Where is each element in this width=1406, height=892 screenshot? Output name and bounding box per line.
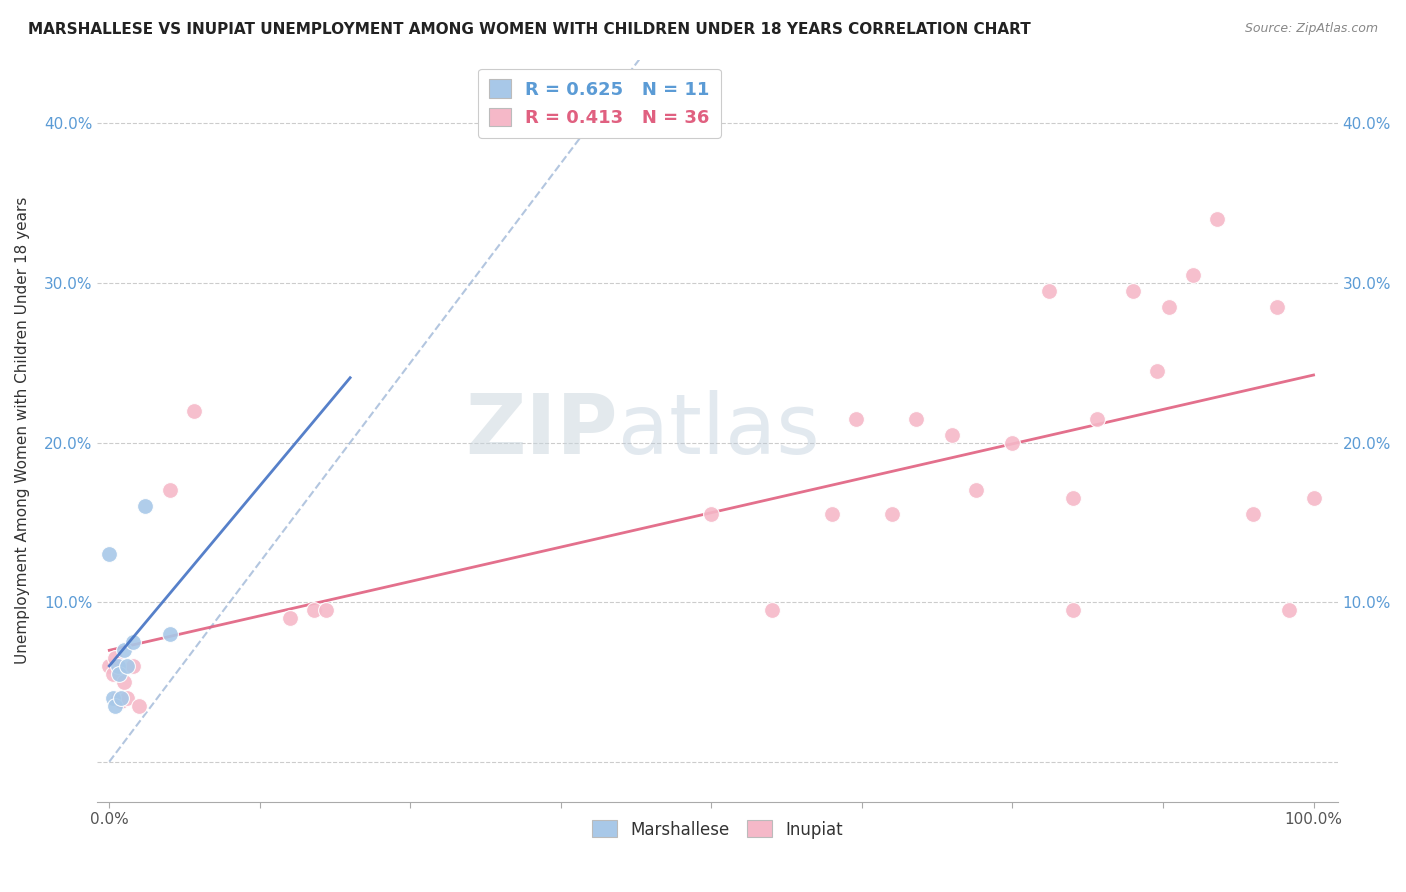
Point [107, 690, 129, 705]
Point [128, 698, 150, 713]
Point [880, 508, 903, 522]
Point [108, 667, 131, 681]
Point [1267, 300, 1289, 314]
Point [110, 694, 132, 708]
Text: atlas: atlas [619, 390, 820, 471]
Point [122, 635, 145, 649]
Point [107, 659, 129, 673]
Point [159, 627, 181, 641]
Point [1146, 364, 1168, 378]
Point [941, 427, 963, 442]
Point [845, 411, 868, 425]
Point [1206, 212, 1229, 227]
Point [1085, 411, 1108, 425]
Point [104, 698, 127, 713]
Point [1278, 603, 1301, 617]
Point [101, 690, 124, 705]
Point [302, 603, 325, 617]
Point [278, 611, 301, 625]
Y-axis label: Unemployment Among Women with Children Under 18 years: Unemployment Among Women with Children U… [15, 197, 30, 665]
Point [1241, 508, 1264, 522]
Text: Source: ZipAtlas.com: Source: ZipAtlas.com [1244, 22, 1378, 36]
Text: MARSHALLESE VS INUPIAT UNEMPLOYMENT AMONG WOMEN WITH CHILDREN UNDER 18 YEARS COR: MARSHALLESE VS INUPIAT UNEMPLOYMENT AMON… [28, 22, 1031, 37]
Point [905, 411, 928, 425]
Point [1157, 300, 1180, 314]
Text: ZIP: ZIP [465, 390, 619, 471]
Point [761, 603, 783, 617]
Point [98, 547, 121, 561]
Point [112, 643, 135, 657]
Point [101, 667, 124, 681]
Point [1062, 603, 1084, 617]
Point [821, 508, 844, 522]
Point [98, 659, 121, 673]
Point [134, 500, 156, 514]
Point [117, 690, 139, 705]
Point [117, 659, 139, 673]
Point [110, 690, 132, 705]
Point [700, 508, 723, 522]
Point [1038, 284, 1060, 298]
Point [183, 403, 205, 417]
Point [159, 483, 181, 498]
Point [1302, 491, 1324, 506]
Point [1062, 491, 1084, 506]
Point [1182, 268, 1205, 282]
Point [1122, 284, 1144, 298]
Point [315, 603, 337, 617]
Point [965, 483, 987, 498]
Legend: Marshallese, Inupiat: Marshallese, Inupiat [586, 814, 849, 846]
Point [104, 651, 127, 665]
Point [122, 659, 145, 673]
Point [1001, 435, 1024, 450]
Point [112, 674, 135, 689]
